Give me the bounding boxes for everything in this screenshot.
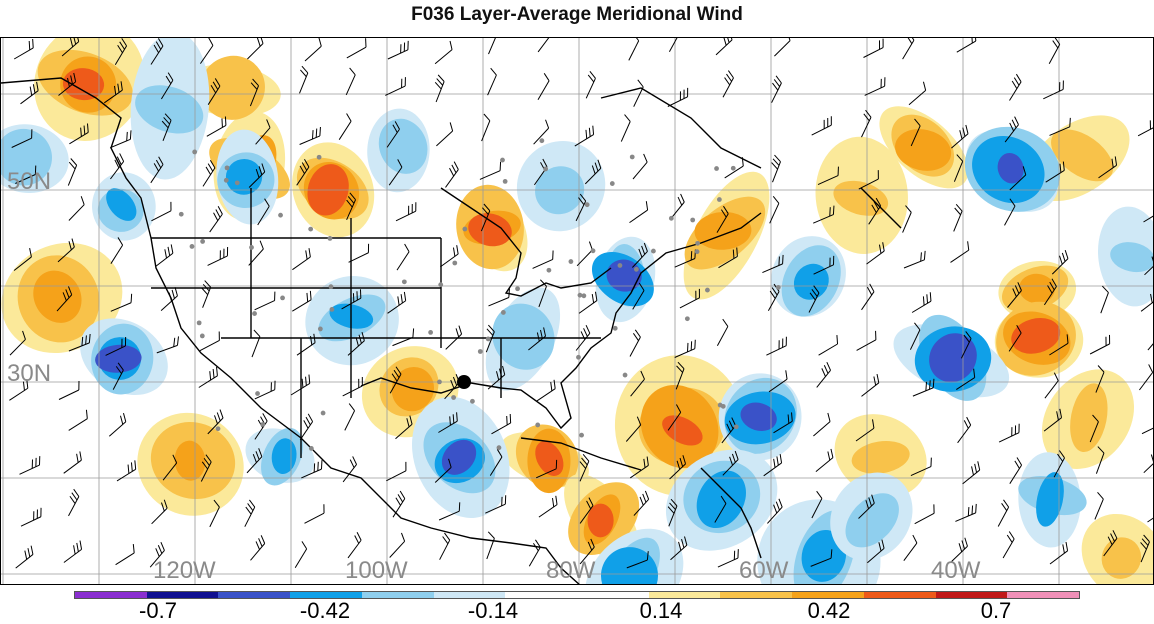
colorbar-segment: [75, 592, 147, 598]
lat-label-30n: 30N: [7, 360, 51, 388]
map-panel: 50N 30N 120W 100W 80W 60W 40W: [0, 37, 1154, 585]
colorbar-segment: [720, 592, 792, 598]
colorbar-segment: [577, 592, 649, 598]
colorbar-label-0-7: 0.7: [981, 598, 1012, 624]
colorbar-segment: [864, 592, 936, 598]
colorbar-label-neg-0-42: -0.42: [300, 598, 350, 624]
map-canvas: [1, 38, 1154, 585]
lon-label-40w: 40W: [931, 557, 980, 585]
lon-label-120w: 120W: [153, 557, 216, 585]
lat-label-50n: 50N: [7, 168, 51, 196]
colorbar-label-0-42: 0.42: [808, 598, 851, 624]
lon-label-60w: 60W: [739, 557, 788, 585]
lon-label-80w: 80W: [546, 557, 595, 585]
colorbar-segment: [1007, 592, 1079, 598]
colorbar-label-neg-0-7: -0.7: [139, 598, 177, 624]
chart-title: F036 Layer-Average Meridional Wind: [0, 0, 1154, 30]
colorbar-segment: [218, 592, 290, 598]
colorbar-label-0-14: 0.14: [640, 598, 683, 624]
lon-label-100w: 100W: [345, 557, 408, 585]
colorbar: [74, 591, 1080, 599]
colorbar-label-neg-0-14: -0.14: [468, 598, 518, 624]
colorbar-segment: [362, 592, 434, 598]
wind-contours: [1, 38, 1154, 585]
